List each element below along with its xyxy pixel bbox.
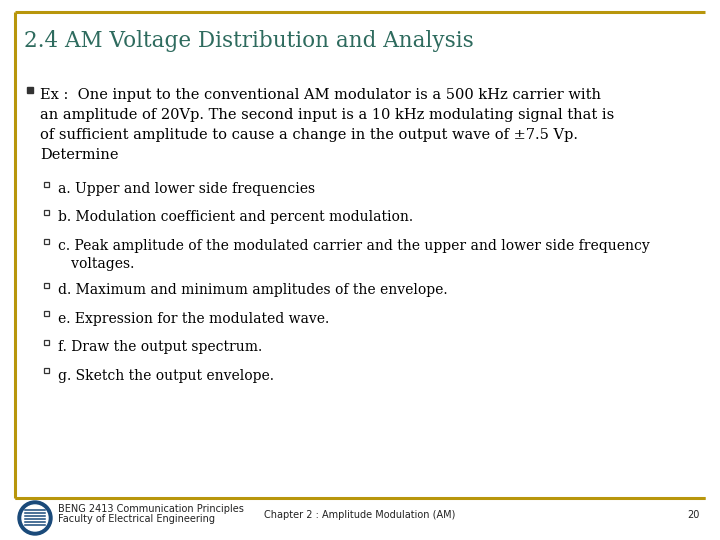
Text: 2.4 AM Voltage Distribution and Analysis: 2.4 AM Voltage Distribution and Analysis (24, 30, 474, 52)
Text: d. Maximum and minimum amplitudes of the envelope.: d. Maximum and minimum amplitudes of the… (58, 283, 448, 297)
Text: 20: 20 (688, 510, 700, 520)
Text: c. Peak amplitude of the modulated carrier and the upper and lower side frequenc: c. Peak amplitude of the modulated carri… (58, 239, 649, 272)
Bar (44, 340, 49, 345)
Bar (44, 210, 49, 215)
Bar (44, 282, 49, 288)
Bar (44, 368, 49, 373)
Text: a. Upper and lower side frequencies: a. Upper and lower side frequencies (58, 182, 315, 196)
Text: g. Sketch the output envelope.: g. Sketch the output envelope. (58, 369, 274, 383)
Text: Chapter 2 : Amplitude Modulation (AM): Chapter 2 : Amplitude Modulation (AM) (264, 510, 456, 520)
Circle shape (18, 501, 52, 535)
Text: b. Modulation coefficient and percent modulation.: b. Modulation coefficient and percent mo… (58, 211, 413, 225)
Text: Faculty of Electrical Engineering: Faculty of Electrical Engineering (58, 514, 215, 524)
Text: Ex :  One input to the conventional AM modulator is a 500 kHz carrier with
an am: Ex : One input to the conventional AM mo… (40, 88, 614, 162)
Bar (44, 239, 49, 244)
Bar (44, 181, 49, 186)
Text: f. Draw the output spectrum.: f. Draw the output spectrum. (58, 340, 262, 354)
Text: BENG 2413 Communication Principles: BENG 2413 Communication Principles (58, 504, 244, 514)
Circle shape (22, 505, 48, 531)
Bar (27, 87, 33, 93)
Bar (44, 311, 49, 316)
Text: e. Expression for the modulated wave.: e. Expression for the modulated wave. (58, 312, 329, 326)
